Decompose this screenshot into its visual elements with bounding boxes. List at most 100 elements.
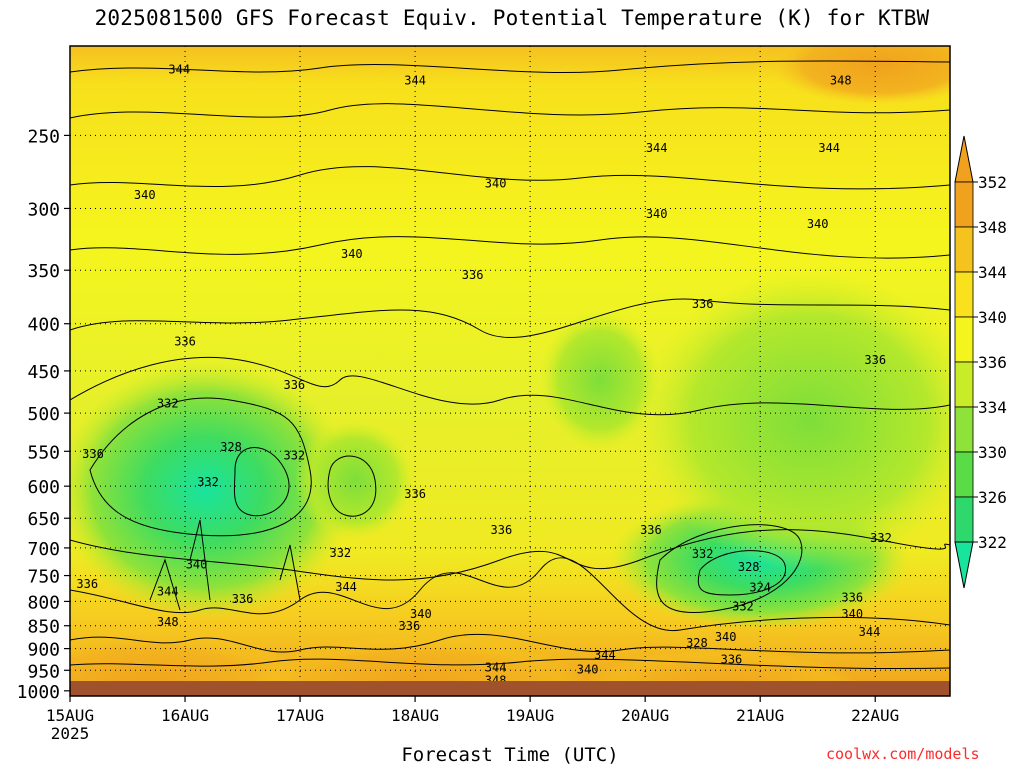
contour-label: 340 [410, 607, 432, 621]
x-tick-label: 15AUG [46, 706, 94, 725]
contour-label: 332 [732, 599, 754, 613]
contour-label: 340 [715, 630, 737, 644]
ground-strip [70, 681, 950, 696]
y-tick-label: 350 [27, 261, 60, 282]
contour-label: 336 [283, 378, 305, 392]
x-year-label: 2025 [51, 724, 90, 743]
y-tick-label: 750 [27, 567, 60, 588]
x-tick-label: 19AUG [506, 706, 554, 725]
contour-label: 340 [646, 207, 668, 221]
contour-label: 344 [485, 660, 507, 674]
contour-label: 336 [640, 523, 662, 537]
y-tick-label: 900 [27, 640, 60, 661]
contour-label: 344 [404, 74, 426, 88]
contour-label: 336 [692, 297, 714, 311]
contour-label: 340 [134, 188, 156, 202]
contour-label: 328 [686, 636, 708, 650]
contour-label: 344 [818, 141, 840, 155]
y-tick-label: 700 [27, 539, 60, 560]
contour-label: 344 [335, 580, 357, 594]
contour-label: 332 [157, 396, 179, 410]
contour-label: 340 [186, 558, 208, 572]
y-tick-label: 850 [27, 617, 60, 638]
contour-label: 336 [404, 487, 426, 501]
contour-label: 328 [220, 440, 242, 454]
contour-label: 344 [859, 625, 881, 639]
contour-label: 344 [157, 584, 179, 598]
colorbar-label: 330 [978, 443, 1007, 462]
colorbar-segment [954, 316, 974, 363]
contour-label: 332 [197, 475, 219, 489]
y-axis: 2503003504004505005506006507007508008509… [17, 126, 70, 703]
x-tick-label: 18AUG [391, 706, 439, 725]
contour-label: 340 [841, 607, 863, 621]
credit-link[interactable]: coolwx.com/models [826, 745, 980, 763]
contour-label: 336 [232, 592, 254, 606]
contour-label: 336 [462, 268, 484, 282]
x-axis-label: Forecast Time (UTC) [401, 744, 619, 766]
contour-label: 336 [82, 447, 104, 461]
contour-label: 328 [738, 560, 760, 574]
contour-label: 332 [283, 449, 305, 463]
colorbar-label: 344 [978, 263, 1007, 282]
contour-label: 348 [830, 74, 852, 88]
colorbar-label: 352 [978, 173, 1007, 192]
colorbar-bottom-arrow [954, 541, 974, 589]
contour-label: 344 [168, 62, 190, 76]
y-tick-label: 950 [27, 661, 60, 682]
contour-label: 336 [864, 353, 886, 367]
contour-label: 336 [721, 653, 743, 667]
y-tick-label: 400 [27, 315, 60, 336]
contour-label: 340 [807, 217, 829, 231]
moist-region-upper-east [640, 270, 950, 570]
contour-label: 336 [174, 334, 196, 348]
colorbar-segment [954, 496, 974, 543]
colorbar: 352 348 344 340 336 334 330 326 322 [954, 135, 1007, 589]
y-tick-label: 600 [27, 477, 60, 498]
contour-label: 336 [491, 523, 513, 537]
y-tick-label: 450 [27, 362, 60, 383]
x-tick-label: 16AUG [161, 706, 209, 725]
colorbar-segment [954, 451, 974, 498]
x-tick-label: 17AUG [276, 706, 324, 725]
contour-label: 332 [692, 547, 714, 561]
x-tick-label: 21AUG [736, 706, 784, 725]
colorbar-label: 334 [978, 398, 1007, 417]
colorbar-segment [954, 181, 974, 228]
colorbar-segment [954, 271, 974, 318]
warm-region-top-right [770, 46, 950, 105]
y-tick-label: 650 [27, 509, 60, 530]
y-tick-label: 250 [27, 126, 60, 147]
contour-label: 344 [646, 141, 668, 155]
x-tick-label: 22AUG [851, 706, 899, 725]
y-tick-label: 500 [27, 404, 60, 425]
colorbar-segment [954, 226, 974, 273]
y-tick-label: 550 [27, 442, 60, 463]
x-tick-label: 20AUG [621, 706, 669, 725]
colorbar-top-arrow [954, 135, 974, 183]
colorbar-segment [954, 406, 974, 453]
colorbar-label: 336 [978, 353, 1007, 372]
contour-label: 344 [594, 648, 616, 662]
y-tick-label: 300 [27, 199, 60, 220]
warm-region-surface-mid [250, 635, 590, 696]
contour-label: 348 [157, 615, 179, 629]
contour-label: 336 [399, 619, 421, 633]
contour-label: 336 [76, 577, 98, 591]
colorbar-label: 322 [978, 533, 1007, 552]
y-tick-label: 1000 [17, 682, 60, 703]
y-tick-label: 800 [27, 592, 60, 613]
x-axis: 15AUG 16AUG 17AUG 18AUG 19AUG 20AUG 21AUG 22AUG… [46, 696, 899, 743]
colorbar-label: 348 [978, 218, 1007, 237]
moist-region-west [70, 360, 355, 620]
contour-label: 332 [329, 546, 351, 560]
contour-label: 324 [749, 581, 771, 595]
contour-label: 340 [577, 662, 599, 676]
colorbar-label: 326 [978, 488, 1007, 507]
chart-title: 2025081500 GFS Forecast Equiv. Potential… [94, 6, 930, 30]
contour-label: 336 [841, 590, 863, 604]
moist-region-mid [295, 420, 415, 540]
moist-region-center [540, 310, 660, 450]
contour-label: 340 [485, 177, 507, 191]
